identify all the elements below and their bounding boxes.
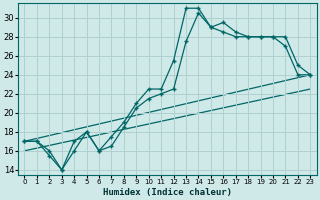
X-axis label: Humidex (Indice chaleur): Humidex (Indice chaleur) — [103, 188, 232, 197]
